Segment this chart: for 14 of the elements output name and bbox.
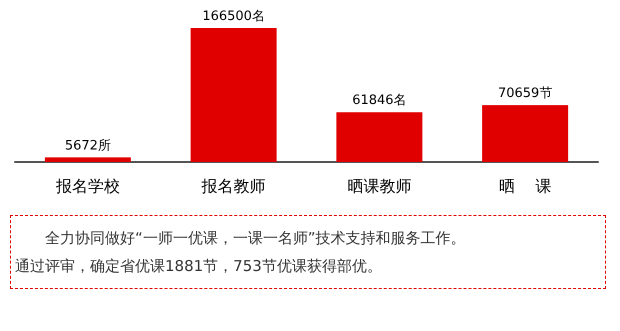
bar [190,28,277,162]
data-label: 166500名 [202,9,265,24]
data-label: 70659节 [498,86,552,102]
bar [44,157,131,162]
bar [336,112,422,162]
x-tick-label: 晒 课 [498,176,552,196]
data-label: 61846名 [352,93,407,108]
text: 通过评审，确定省优课1881节，753节优课获得部优。 [15,256,383,277]
data-label: 5672所 [64,138,111,154]
x-tick-label: 晒课教师 [347,176,412,196]
text: 全力协同做好“一师一优课，一课一名师”技术支持和服务工作。 [44,228,467,249]
bar [482,105,568,162]
x-tick-label: 报名学校 [54,176,120,196]
x-tick-label: 报名教师 [200,176,266,196]
